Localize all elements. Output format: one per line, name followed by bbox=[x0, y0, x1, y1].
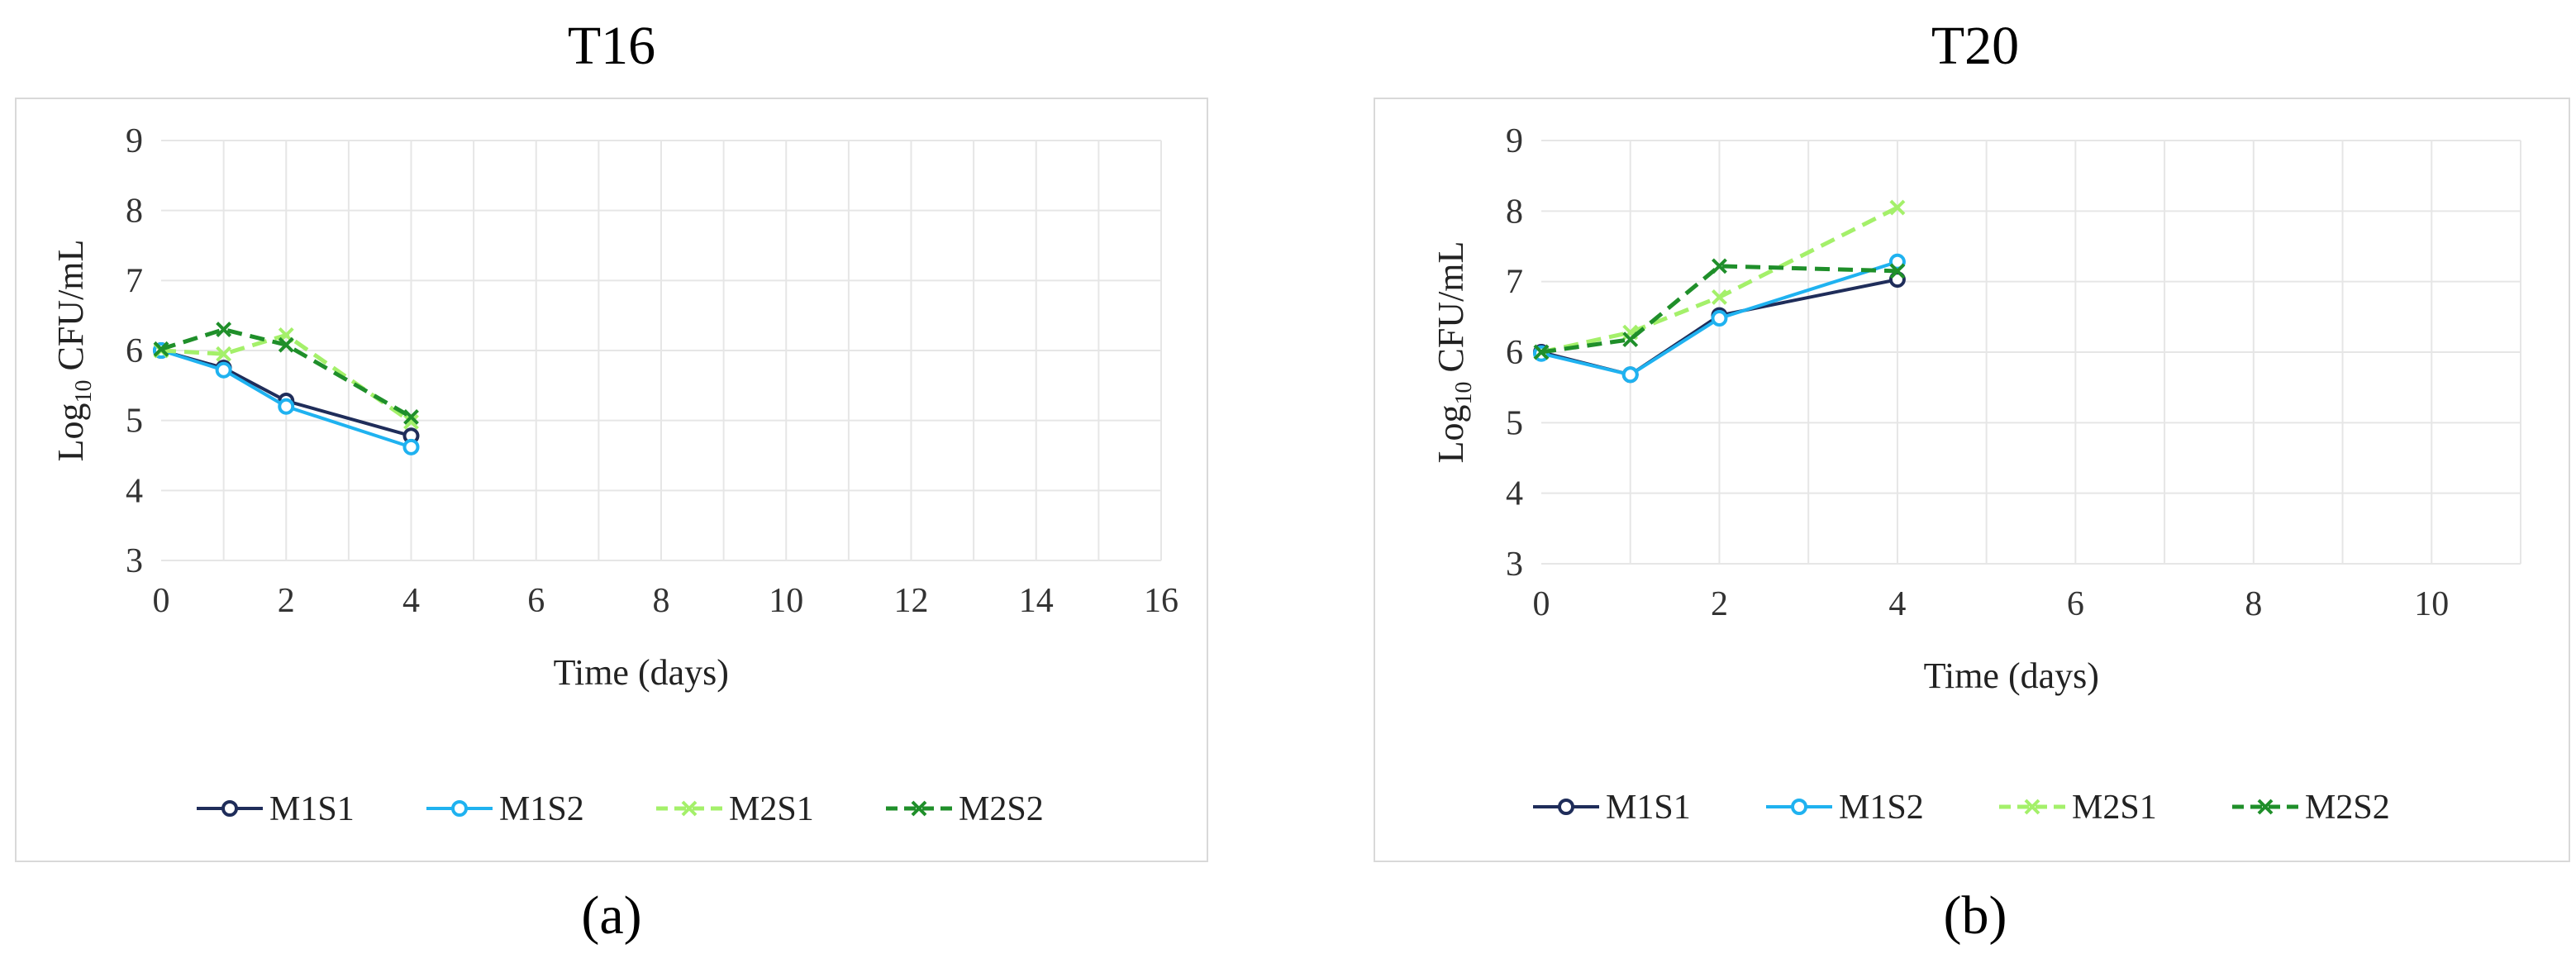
b-point-M2S2 bbox=[1712, 258, 1727, 274]
b-legend-label-M2S2: M2S2 bbox=[2305, 789, 2390, 827]
b-point-M2S1 bbox=[1889, 199, 1906, 216]
b-xtick-label: 4 bbox=[1888, 585, 1906, 623]
a-point-M1S2 bbox=[215, 361, 232, 379]
a-point-M2S2 bbox=[278, 336, 294, 353]
b-ytick-label: 4 bbox=[1506, 475, 1523, 513]
b-xtick-label: 0 bbox=[1533, 585, 1550, 623]
a-xtick-label: 4 bbox=[402, 582, 420, 620]
b-point-M2S2 bbox=[1622, 331, 1639, 348]
b-point-M2S2 bbox=[1889, 263, 1906, 279]
b-legend-marker-M2S1 bbox=[2024, 799, 2040, 815]
a-x-axis-title: Time (days) bbox=[554, 652, 729, 693]
b-y-axis-title: Log10 CFU/mL bbox=[1431, 241, 1477, 464]
chart-frame-a bbox=[15, 98, 1208, 862]
b-point-M2S1 bbox=[1712, 289, 1727, 305]
a-point-M1S2 bbox=[278, 398, 295, 415]
a-legend-label-M2S1: M2S1 bbox=[729, 790, 814, 828]
a-xtick-label: 16 bbox=[1144, 582, 1178, 620]
b-legend-marker-M2S2 bbox=[2257, 799, 2274, 815]
b-ytick-label: 8 bbox=[1506, 193, 1523, 231]
a-xtick-label: 8 bbox=[653, 582, 670, 620]
a-xtick-label: 12 bbox=[894, 582, 929, 620]
panel-label-a: (a) bbox=[581, 885, 642, 946]
a-legend-label-M1S1: M1S1 bbox=[269, 790, 355, 828]
b-xtick-label: 10 bbox=[2414, 585, 2449, 623]
b-legend-label-M2S1: M2S1 bbox=[2072, 789, 2157, 827]
a-ytick-label: 7 bbox=[126, 262, 143, 300]
b-series-M1S2 bbox=[1540, 260, 1898, 377]
b-point-M1S2 bbox=[1888, 253, 1906, 270]
a-series-M2S2 bbox=[160, 327, 412, 419]
a-xtick-label: 10 bbox=[769, 582, 803, 620]
a-legend-marker-M2S2 bbox=[911, 800, 927, 817]
a-point-M2S1 bbox=[216, 346, 232, 362]
line-chart-b: 3 4 5 6 7 8 9 0 2 4 6 8 10 Time (days) Log10 CFU/mL M1S… bbox=[1431, 122, 2521, 827]
b-ytick-label: 5 bbox=[1506, 404, 1523, 442]
a-series-M2S1 bbox=[160, 332, 412, 424]
a-legend-marker-M1S2 bbox=[451, 800, 468, 817]
b-series-M2S2 bbox=[1540, 264, 1897, 355]
b-ytick-label: 9 bbox=[1506, 122, 1523, 160]
b-xtick-label: 6 bbox=[2067, 585, 2084, 623]
b-legend-label-M1S2: M1S2 bbox=[1839, 789, 1924, 827]
a-xtick-label: 0 bbox=[153, 582, 170, 620]
panel-label-b: (b) bbox=[1943, 885, 2007, 946]
a-xtick-label: 2 bbox=[278, 582, 295, 620]
b-ytick-label: 6 bbox=[1506, 334, 1523, 372]
b-xtick-label: 8 bbox=[2245, 585, 2262, 623]
a-point-M2S2 bbox=[403, 409, 419, 425]
a-ytick-label: 3 bbox=[126, 542, 143, 580]
a-point-M2S1 bbox=[403, 413, 419, 430]
a-legend-label-M2S2: M2S2 bbox=[959, 790, 1044, 828]
a-legend-label-M1S2: M1S2 bbox=[499, 790, 584, 828]
a-series-M1S2 bbox=[160, 349, 412, 449]
a-legend-marker-M1S1 bbox=[221, 800, 238, 817]
a-ytick-label: 6 bbox=[126, 332, 143, 370]
line-chart-a: 3 4 5 6 7 8 9 0 2 4 6 8 10 12 14 16 Time (days) Log10 CFU… bbox=[50, 122, 1178, 828]
a-ytick-label: 5 bbox=[126, 403, 143, 441]
a-y-axis-title: Log10 CFU/mL bbox=[50, 240, 97, 462]
b-series-M2S1 bbox=[1540, 205, 1899, 355]
a-legend-marker-M2S1 bbox=[681, 800, 698, 817]
b-ytick-label: 3 bbox=[1506, 546, 1523, 584]
a-ytick-label: 8 bbox=[126, 193, 143, 231]
a-point-M2S2 bbox=[216, 322, 232, 338]
chart-title-b: T20 bbox=[1931, 16, 2020, 76]
chart-title-a: T16 bbox=[567, 16, 656, 76]
b-point-M2S2 bbox=[1533, 344, 1550, 360]
b-legend-marker-M1S2 bbox=[1791, 799, 1807, 815]
b-point-M1S2 bbox=[1621, 366, 1639, 384]
a-point-M2S2 bbox=[153, 341, 169, 357]
b-legend-marker-M1S1 bbox=[1558, 799, 1574, 815]
b-legend-label-M1S1: M1S1 bbox=[1606, 789, 1691, 827]
a-xtick-label: 6 bbox=[527, 582, 545, 620]
a-ytick-label: 4 bbox=[126, 472, 143, 510]
chart-frame-b bbox=[1374, 98, 2570, 862]
a-xtick-label: 14 bbox=[1019, 582, 1054, 620]
b-xtick-label: 2 bbox=[1711, 585, 1728, 623]
a-ytick-label: 9 bbox=[126, 122, 143, 160]
b-x-axis-title: Time (days) bbox=[1924, 656, 2099, 696]
a-point-M1S2 bbox=[402, 438, 420, 455]
b-point-M1S2 bbox=[1711, 310, 1728, 327]
b-ytick-label: 7 bbox=[1506, 264, 1523, 302]
